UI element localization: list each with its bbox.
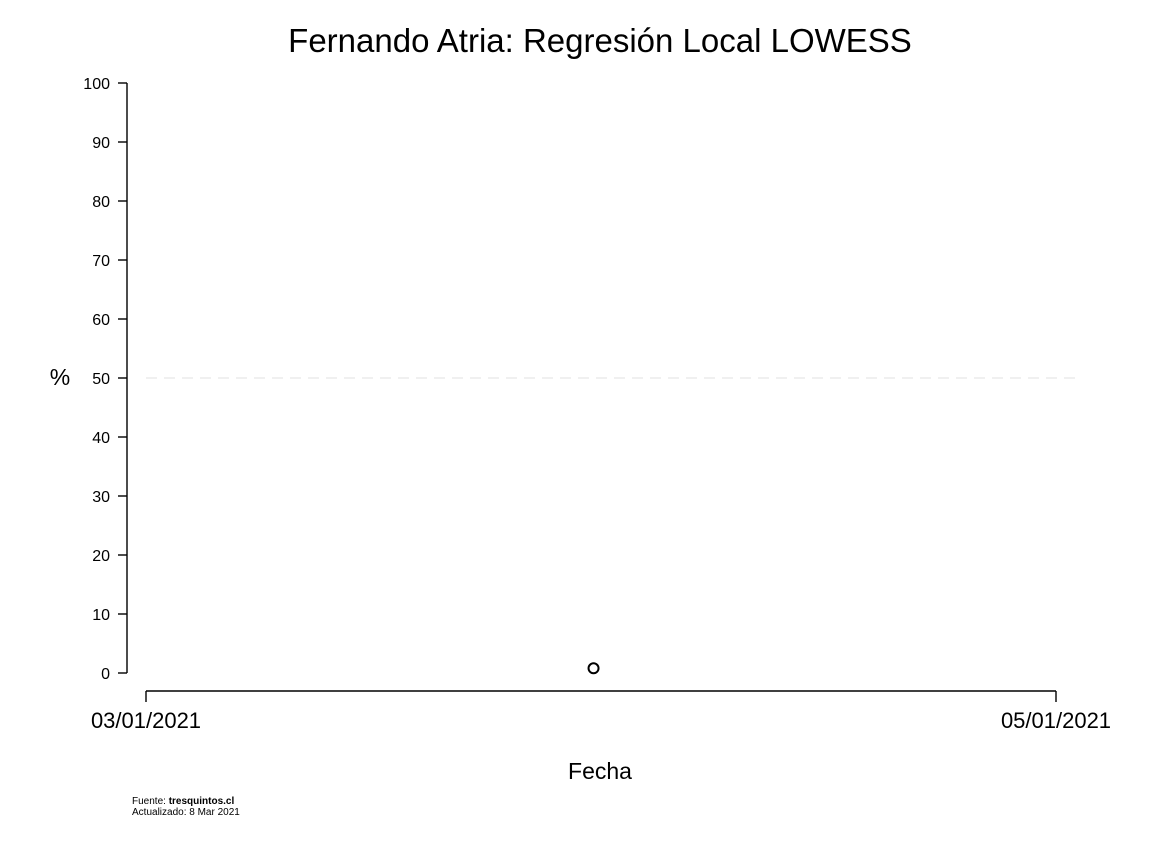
y-tick-label: 10	[92, 607, 110, 624]
x-axis: 03/01/2021 05/01/2021	[91, 690, 1111, 733]
x-tick-label: 05/01/2021	[1001, 708, 1111, 733]
y-tick-label: 50	[92, 371, 110, 388]
y-axis: 0 10 20 30 40 50 60 70 80 90 100	[83, 76, 128, 683]
footer: Fuente: tresquintos.cl Actualizado: 8 Ma…	[132, 796, 240, 818]
footer-source-name: tresquintos.cl	[168, 796, 235, 807]
x-axis-title: Fecha	[568, 758, 632, 784]
y-axis-title: %	[50, 364, 70, 390]
x-tick-label: 03/01/2021	[91, 708, 201, 733]
y-tick-label: 0	[101, 666, 110, 683]
y-tick-label: 30	[92, 489, 110, 506]
y-tick-label: 40	[92, 430, 110, 447]
y-tick-label: 60	[92, 312, 110, 329]
y-tick-label: 70	[92, 253, 110, 270]
y-tick-label: 100	[83, 76, 110, 93]
footer-source-label: Fuente:	[132, 796, 169, 807]
y-tick-label: 20	[92, 548, 110, 565]
footer-updated: Actualizado: 8 Mar 2021	[132, 807, 240, 818]
data-point	[587, 662, 600, 675]
points-layer	[587, 662, 600, 675]
chart-title: Fernando Atria: Regresión Local LOWESS	[288, 22, 912, 59]
footer-source: Fuente: tresquintos.cl	[132, 796, 240, 807]
y-tick-label: 80	[92, 194, 110, 211]
y-tick-label: 90	[92, 135, 110, 152]
